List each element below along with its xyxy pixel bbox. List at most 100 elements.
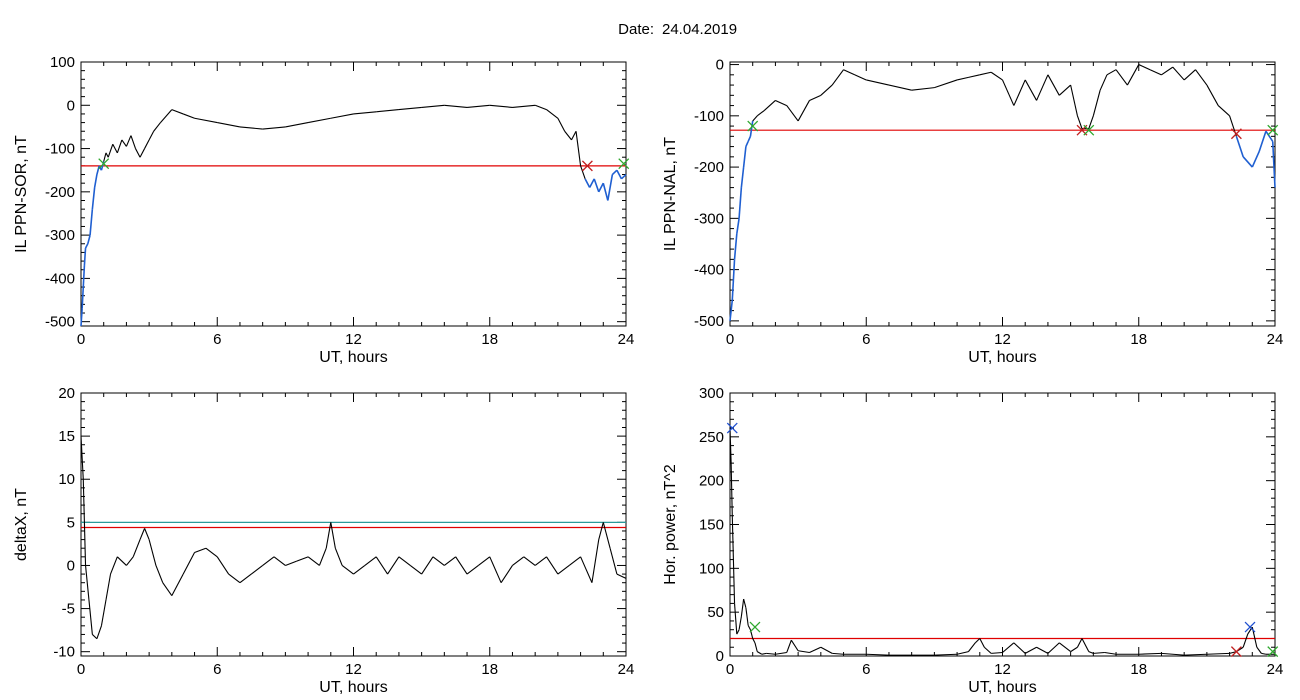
- trace-segment: [125, 135, 132, 147]
- trace-segment: [1195, 69, 1208, 86]
- x-tick-label: 18: [1130, 661, 1147, 678]
- trace-segment: [144, 139, 150, 149]
- trace-segment: [1104, 651, 1117, 655]
- trace-segment: [1242, 156, 1253, 168]
- y-tick-label: 100: [699, 560, 724, 577]
- trace-segment: [307, 117, 331, 124]
- trace-segment: [571, 130, 577, 141]
- marker-cross: [749, 621, 761, 633]
- trace-segment: [534, 104, 547, 111]
- trace-segment: [854, 74, 867, 81]
- trace-segment: [523, 556, 536, 566]
- trace-segment: [786, 105, 799, 122]
- y-tick-label: 20: [58, 385, 75, 402]
- trace-segment: [564, 130, 572, 141]
- trace-segment: [125, 556, 134, 566]
- trace-segment: [756, 110, 765, 117]
- y-tick-label: 300: [699, 385, 724, 402]
- y-tick-label: 100: [50, 54, 75, 71]
- trace-segment: [740, 166, 745, 188]
- x-tick-label: 0: [726, 331, 734, 348]
- trace-segment: [1271, 141, 1276, 188]
- trace-segment: [1013, 642, 1026, 654]
- x-tick-label: 24: [1267, 661, 1284, 678]
- trace-segment: [512, 556, 525, 566]
- trace-segment: [1058, 84, 1071, 96]
- trace-segment: [116, 556, 127, 566]
- trace-segment: [1183, 69, 1196, 81]
- trace-segment: [1036, 646, 1049, 654]
- y-tick-label: -500: [694, 313, 724, 330]
- y-axis-title: IL PPN-SOR, nT: [13, 135, 30, 253]
- y-tick-label: -400: [45, 270, 75, 287]
- y-tick-label: -100: [694, 108, 724, 125]
- trace-segment: [88, 599, 93, 635]
- plot-frame: [729, 61, 1276, 327]
- trace-segment: [820, 646, 833, 654]
- marker-cross: [1230, 646, 1242, 658]
- trace-segment: [866, 79, 890, 86]
- trace-segment: [318, 548, 327, 566]
- trace-segment: [1217, 105, 1230, 117]
- trace-segment: [1184, 653, 1207, 656]
- trace-segment: [616, 169, 623, 180]
- trace-segment: [1070, 646, 1078, 653]
- trace-segment: [602, 522, 611, 549]
- trace-segment: [588, 178, 595, 188]
- trace-segment: [1036, 74, 1049, 101]
- trace-segment: [1235, 136, 1244, 158]
- trace-segment: [745, 141, 749, 147]
- trace-segment: [96, 625, 102, 639]
- trace-segment: [934, 79, 958, 89]
- trace-segment: [866, 653, 889, 656]
- trace-segment: [375, 556, 389, 575]
- trace-segment: [736, 629, 740, 635]
- trace-segment: [609, 548, 618, 575]
- trace-segment: [91, 187, 96, 210]
- trace-segment: [148, 539, 157, 566]
- trace-segment: [160, 109, 173, 123]
- trace-segment: [888, 84, 912, 91]
- trace-segment: [1251, 151, 1260, 168]
- trace-segment: [736, 218, 740, 234]
- trace-segment: [171, 109, 184, 115]
- trace-segment: [239, 126, 263, 130]
- trace-segment: [956, 76, 969, 81]
- trace-segment: [1206, 84, 1219, 106]
- marker-cross: [747, 120, 759, 132]
- trace-segment: [466, 104, 490, 108]
- y-axis-title: deltaX, nT: [13, 488, 30, 561]
- marker-cross: [1230, 128, 1242, 140]
- trace-segment: [1001, 79, 1015, 106]
- trace-segment: [747, 136, 752, 142]
- trace-segment: [974, 638, 981, 644]
- trace-segment: [387, 556, 400, 575]
- trace-segment: [740, 598, 745, 617]
- trace-segment: [81, 287, 85, 309]
- trace-segment: [307, 556, 320, 566]
- x-tick-label: 6: [213, 331, 221, 348]
- plot-frame: [80, 61, 627, 327]
- x-tick-label: 6: [862, 661, 870, 678]
- trace-segment: [82, 479, 87, 566]
- trace-segment: [1002, 642, 1015, 653]
- trace-segment: [593, 178, 600, 193]
- x-axis-title: UT, hours: [968, 349, 1036, 366]
- marker-cross: [1267, 124, 1279, 136]
- trace-segment: [91, 634, 98, 640]
- trace-segment: [130, 135, 137, 149]
- trace-segment: [598, 182, 605, 193]
- trace-segment: [153, 122, 161, 132]
- trace-segment: [353, 111, 377, 115]
- trace-segment: [731, 515, 734, 560]
- trace-segment: [512, 104, 536, 108]
- y-tick-label: -5: [62, 601, 75, 618]
- trace-segment: [990, 71, 1003, 81]
- trace-segment: [398, 106, 422, 111]
- trace-segment: [756, 651, 763, 655]
- x-tick-label: 18: [481, 331, 498, 348]
- trace-segment: [732, 559, 736, 604]
- marker-cross: [98, 158, 110, 170]
- trace-segment: [1115, 69, 1128, 86]
- trace-segment: [790, 639, 799, 652]
